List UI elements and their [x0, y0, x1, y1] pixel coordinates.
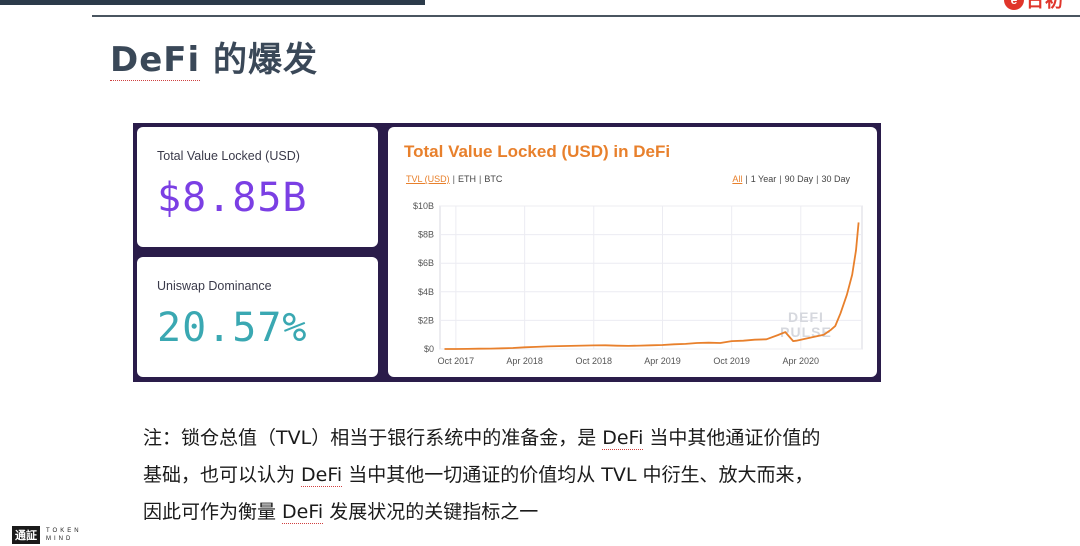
currency-option-tvl-usd[interactable]: TVL (USD) [406, 174, 450, 184]
range-option-1-year[interactable]: 1 Year [750, 174, 777, 184]
footer-logo-line1: TOKEN [46, 528, 82, 534]
x-tick-label: Oct 2019 [713, 356, 750, 366]
header-accent-bar [0, 0, 425, 5]
note-text: 因此可作为衡量 [143, 501, 283, 523]
uniswap-label: Uniswap Dominance [157, 279, 272, 293]
watermark-line-2: PULSE [780, 324, 832, 340]
selector-separator: | [745, 174, 748, 184]
x-tick-label: Apr 2018 [506, 356, 543, 366]
currency-option-btc[interactable]: BTC [484, 174, 503, 184]
brand-logo: e 日初 [1004, 0, 1064, 11]
defi-pulse-panel: Total Value Locked (USD) $8.85B Uniswap … [133, 123, 881, 382]
brand-circle-icon: e [1004, 0, 1024, 10]
note-defi-term: DeFi [282, 501, 324, 524]
footer-logo: 通証 TOKEN MIND [12, 526, 82, 544]
range-option-90-day[interactable]: 90 Day [784, 174, 814, 184]
x-tick-label: Oct 2018 [575, 356, 612, 366]
chart-title: Total Value Locked (USD) in DeFi [404, 142, 671, 161]
range-option-all[interactable]: All [732, 174, 743, 184]
tvl-series-line [444, 222, 860, 350]
note-text: 当中其他一切通证的价值均从 TVL 中衍生、放大而来， [342, 464, 814, 486]
watermark-line-1: DEFI [788, 309, 824, 325]
page-title-suffix: 的爆发 [200, 40, 319, 80]
y-tick-label: $10B [413, 201, 434, 211]
note-paragraph: 注：锁仓总值（TVL）相当于银行系统中的准备金，是 DeFi 当中其他通证价值的… [143, 420, 923, 531]
y-tick-label: $2B [418, 315, 434, 325]
note-line-1: 注：锁仓总值（TVL）相当于银行系统中的准备金，是 DeFi 当中其他通证价值的 [143, 420, 923, 457]
tvl-chart-card: $0 $2B $4B $6B $8B $10B Oct 2017 Apr 2018 Oct 20… [388, 127, 877, 377]
note-text: 注：锁仓总值（TVL）相当于银行系统中的准备金，是 [143, 427, 603, 449]
range-selector: All | 1 Year | 90 Day | 30 Day [732, 174, 850, 184]
x-tick-label: Apr 2020 [783, 356, 820, 366]
page-title: DeFi 的爆发 [110, 32, 318, 81]
range-option-30-day[interactable]: 30 Day [821, 174, 850, 184]
note-text: 当中其他通证价值的 [643, 427, 821, 449]
y-tick-label: $6B [418, 258, 434, 268]
y-tick-label: $8B [418, 230, 434, 240]
y-tick-label: $0 [424, 344, 434, 354]
tvl-value: $8.85B [157, 175, 308, 221]
note-defi-term: DeFi [602, 427, 644, 450]
selector-separator: | [479, 174, 482, 184]
currency-option-eth[interactable]: ETH [458, 174, 477, 184]
note-text: 基础，也可以认为 [143, 464, 302, 486]
selector-separator: | [452, 174, 456, 184]
brand-text: 日初 [1026, 0, 1064, 11]
selector-separator: | [816, 174, 819, 184]
note-text: 发展状况的关键指标之一 [323, 501, 539, 523]
note-line-3: 因此可作为衡量 DeFi 发展状况的关键指标之一 [143, 494, 923, 531]
page-title-defi: DeFi [110, 40, 201, 81]
uniswap-stat-card: Uniswap Dominance 20.57% [137, 257, 378, 377]
y-tick-label: $4B [418, 287, 434, 297]
x-tick-label: Oct 2017 [438, 356, 475, 366]
header-divider [92, 15, 1080, 17]
footer-logo-mark: 通証 [12, 526, 40, 544]
footer-logo-line2: MIND [46, 536, 74, 542]
currency-selector: TVL (USD) | ETH | BTC [406, 174, 502, 184]
tvl-label: Total Value Locked (USD) [157, 149, 300, 163]
tvl-line-chart: $0 $2B $4B $6B $8B $10B Oct 2017 Apr 2018 Oct 20… [413, 201, 863, 366]
note-line-2: 基础，也可以认为 DeFi 当中其他一切通证的价值均从 TVL 中衍生、放大而来… [143, 457, 923, 494]
selector-separator: | [779, 174, 782, 184]
footer-logo-words: TOKEN MIND [46, 527, 82, 543]
note-defi-term: DeFi [301, 464, 343, 487]
uniswap-value: 20.57% [157, 305, 308, 351]
tvl-stat-card: Total Value Locked (USD) $8.85B [137, 127, 378, 247]
x-tick-label: Apr 2019 [644, 356, 681, 366]
